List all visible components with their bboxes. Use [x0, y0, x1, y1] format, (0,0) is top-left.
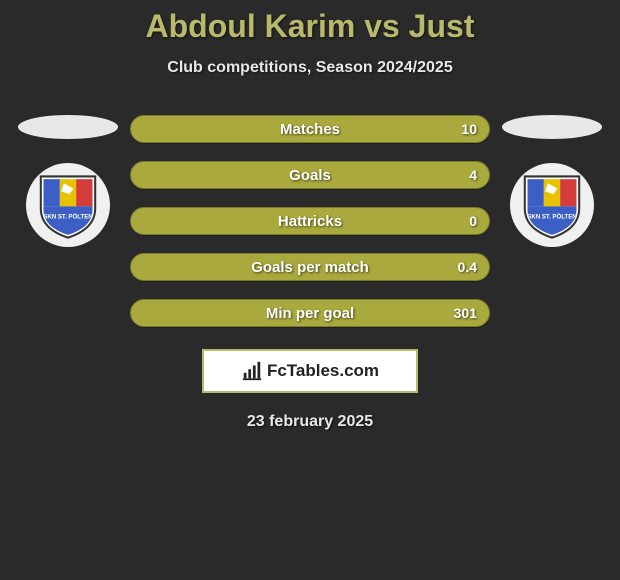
player-right-column: SKN ST. PÖLTEN: [502, 115, 602, 247]
stat-label: Hattricks: [278, 213, 342, 230]
svg-text:SKN ST. PÖLTEN: SKN ST. PÖLTEN: [527, 214, 576, 221]
svg-text:SKN ST. PÖLTEN: SKN ST. PÖLTEN: [43, 214, 92, 221]
stat-row-matches: Matches 10: [130, 115, 490, 143]
stat-value-right: 301: [454, 305, 477, 321]
brand-text: FcTables.com: [267, 361, 379, 381]
subtitle: Club competitions, Season 2024/2025: [0, 59, 620, 77]
stat-label: Matches: [280, 121, 340, 138]
stat-row-goals-per-match: Goals per match 0.4: [130, 253, 490, 281]
footer-date: 23 february 2025: [0, 413, 620, 431]
stat-value-right: 4: [469, 167, 477, 183]
stat-label: Goals: [289, 167, 331, 184]
main-row: SKN ST. PÖLTEN Matches 10 Goals 4 Hattri…: [0, 115, 620, 327]
stat-label: Min per goal: [266, 305, 354, 322]
stat-value-right: 0: [469, 213, 477, 229]
club-crest-icon: SKN ST. PÖLTEN: [34, 171, 102, 239]
page-title: Abdoul Karim vs Just: [0, 8, 620, 45]
stats-column: Matches 10 Goals 4 Hattricks 0 Goals per…: [130, 115, 490, 327]
bar-chart-icon: [241, 360, 263, 382]
player-left-column: SKN ST. PÖLTEN: [18, 115, 118, 247]
stat-label: Goals per match: [251, 259, 369, 276]
stat-value-right: 10: [461, 121, 477, 137]
stat-row-hattricks: Hattricks 0: [130, 207, 490, 235]
comparison-card: Abdoul Karim vs Just Club competitions, …: [0, 0, 620, 431]
stat-value-right: 0.4: [458, 259, 477, 275]
club-crest-icon: SKN ST. PÖLTEN: [518, 171, 586, 239]
player-right-avatar: [502, 115, 602, 139]
brand-link[interactable]: FcTables.com: [202, 349, 418, 393]
stat-row-goals: Goals 4: [130, 161, 490, 189]
player-right-club-badge: SKN ST. PÖLTEN: [510, 163, 594, 247]
player-left-avatar: [18, 115, 118, 139]
player-left-club-badge: SKN ST. PÖLTEN: [26, 163, 110, 247]
stat-row-min-per-goal: Min per goal 301: [130, 299, 490, 327]
